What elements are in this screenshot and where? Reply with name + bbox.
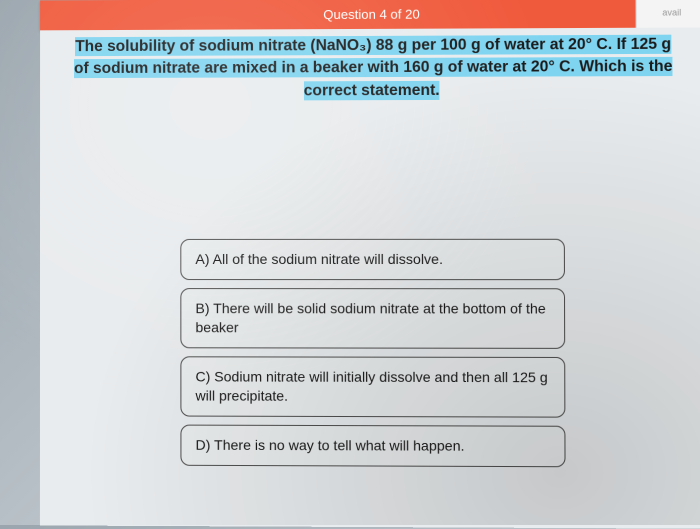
- answer-option-b[interactable]: B) There will be solid sodium nitrate at…: [180, 288, 565, 349]
- question-progress: Question 4 of 20: [323, 6, 419, 21]
- header-right-label: avail: [662, 7, 681, 17]
- content-area: The solubility of sodium nitrate (NaNO₃)…: [40, 27, 700, 528]
- answer-option-a[interactable]: A) All of the sodium nitrate will dissol…: [180, 239, 565, 280]
- question-text: The solubility of sodium nitrate (NaNO₃)…: [40, 27, 700, 109]
- answer-list: A) All of the sodium nitrate will dissol…: [180, 239, 565, 467]
- answer-option-c[interactable]: C) Sodium nitrate will initially dissolv…: [180, 356, 565, 417]
- answer-b-label: B) There will be solid sodium nitrate at…: [195, 300, 545, 335]
- question-line-3: correct statement.: [304, 81, 440, 101]
- answer-d-label: D) There is no way to tell what will hap…: [196, 437, 465, 454]
- header-bar: Question 4 of 20: [40, 0, 700, 30]
- quiz-screen: Question 4 of 20 avail The solubility of…: [40, 0, 700, 529]
- question-line-1: The solubility of sodium nitrate (NaNO₃)…: [75, 35, 671, 56]
- answer-a-label: A) All of the sodium nitrate will dissol…: [195, 251, 443, 267]
- question-line-2: of sodium nitrate are mixed in a beaker …: [74, 57, 672, 78]
- header-right-tab[interactable]: avail: [635, 0, 700, 28]
- answer-c-label: C) Sodium nitrate will initially dissolv…: [195, 368, 547, 403]
- answer-option-d[interactable]: D) There is no way to tell what will hap…: [180, 424, 565, 467]
